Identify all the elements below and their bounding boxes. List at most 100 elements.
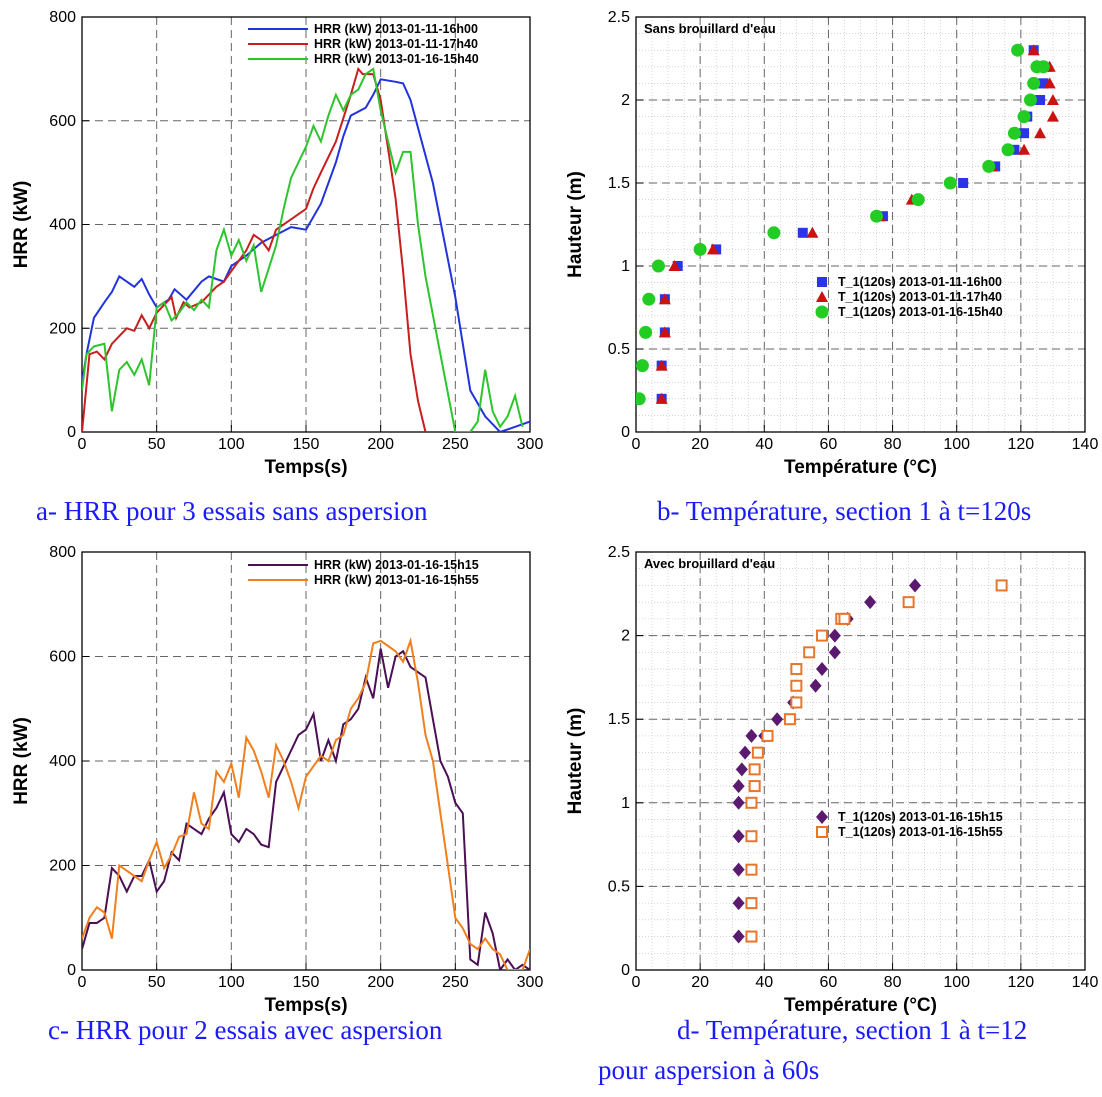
- data-point: [733, 863, 745, 877]
- data-point: [1002, 143, 1015, 156]
- legend-label: T_1(120s) 2013-01-16-15h55: [838, 825, 1003, 839]
- x-axis-title: Temps(s): [264, 995, 347, 1016]
- x-tick-label: 80: [884, 974, 902, 991]
- major-grid: [82, 17, 530, 432]
- data-point: [829, 629, 841, 643]
- chart-title: Sans brouillard d'eau: [644, 21, 776, 36]
- data-point: [806, 227, 818, 238]
- data-point: [642, 293, 655, 306]
- x-tick-label: 200: [367, 436, 394, 453]
- x-axis-title: Température (°C): [784, 457, 937, 478]
- data-point: [771, 712, 783, 726]
- y-tick-label: 1.5: [608, 711, 630, 728]
- series-line-3: [82, 69, 523, 432]
- y-tick-label: 0: [621, 962, 630, 979]
- data-point: [904, 597, 914, 607]
- y-tick-label: 0: [67, 424, 76, 441]
- data-point: [791, 664, 801, 674]
- chart-a-group: 0 50 100 150 200 250 300 0 200 400 600 800 Temps(s) H…: [11, 9, 543, 478]
- x-tick-label: 120: [1008, 436, 1035, 453]
- data-point: [870, 210, 883, 223]
- x-tick-label: 80: [884, 436, 902, 453]
- y-tick-label: 600: [49, 649, 76, 666]
- y-tick-label: 400: [49, 217, 76, 234]
- caption-d-line2: pour aspersion à 60s: [598, 1055, 819, 1086]
- x-tick-label: 100: [218, 974, 245, 991]
- y-tick-label: 0: [67, 962, 76, 979]
- y-tick-label: 1: [621, 258, 630, 275]
- data-point: [733, 779, 745, 793]
- legend-label: T_1(120s) 2013-01-16-15h15: [838, 810, 1003, 824]
- legend-marker: [816, 810, 828, 824]
- data-point: [753, 748, 763, 758]
- x-tick-label: 50: [148, 974, 166, 991]
- y-tick-label: 2: [621, 628, 630, 645]
- data-point: [864, 595, 876, 609]
- legend-label: HRR (kW) 2013-01-16-15h15: [314, 558, 479, 572]
- data-point: [791, 681, 801, 691]
- caption-a: a- HRR pour 3 essais sans aspersion: [36, 496, 427, 527]
- data-point: [762, 731, 772, 741]
- data-point: [750, 764, 760, 774]
- caption-d-line1: d- Température, section 1 à t=12: [677, 1015, 1027, 1046]
- x-axis-title: Temps(s): [264, 457, 347, 478]
- y-tick-label: 0.5: [608, 878, 630, 895]
- y-axis-title: Hauteur (m): [565, 171, 586, 278]
- y-tick-label: 600: [49, 113, 76, 130]
- x-tick-label: 40: [755, 436, 773, 453]
- data-point: [944, 177, 957, 190]
- x-tick-label: 0: [632, 436, 641, 453]
- data-point: [1047, 111, 1059, 122]
- series-group: [633, 44, 1059, 406]
- x-tick-label: 50: [148, 436, 166, 453]
- data-point: [909, 578, 921, 592]
- data-point: [1037, 60, 1050, 73]
- data-point: [817, 631, 827, 641]
- major-grid: [636, 552, 1085, 970]
- legend-marker: [816, 291, 828, 302]
- y-tick-label: 2.5: [608, 9, 630, 26]
- data-point: [810, 679, 822, 693]
- x-tick-label: 150: [293, 436, 320, 453]
- x-tick-label: 0: [78, 436, 87, 453]
- data-point: [736, 762, 748, 776]
- chart-title: Avec brouillard d'eau: [644, 556, 775, 571]
- x-tick-label: 0: [632, 974, 641, 991]
- data-point: [912, 193, 925, 206]
- data-point: [639, 326, 652, 339]
- data-point: [733, 829, 745, 843]
- data-point: [739, 746, 751, 760]
- data-point: [733, 796, 745, 810]
- x-tick-label: 300: [517, 436, 544, 453]
- minor-grid: [636, 17, 1085, 432]
- data-point: [767, 226, 780, 239]
- y-axis-title: HRR (kW): [11, 717, 32, 805]
- data-point: [839, 614, 849, 624]
- x-tick-label: 100: [943, 436, 970, 453]
- data-point: [1027, 77, 1040, 90]
- data-point: [958, 178, 968, 188]
- legend-marker: [816, 306, 829, 319]
- data-point: [633, 392, 646, 405]
- x-tick-label: 250: [442, 436, 469, 453]
- x-tick-label: 150: [293, 974, 320, 991]
- data-point: [997, 580, 1007, 590]
- x-tick-label: 20: [691, 974, 709, 991]
- y-tick-label: 200: [49, 858, 76, 875]
- y-tick-label: 1: [621, 795, 630, 812]
- y-tick-label: 800: [49, 9, 76, 26]
- data-point: [798, 228, 808, 238]
- y-tick-label: 800: [49, 544, 76, 561]
- legend-label: T_1(120s) 2013-01-16-15h40: [838, 305, 1003, 319]
- data-point: [816, 662, 828, 676]
- data-point: [746, 831, 756, 841]
- x-tick-label: 200: [367, 974, 394, 991]
- chart-c-group: 0 50 100 150 200 250 300 0 200 400 600 800 Temps(s) H…: [11, 544, 543, 1016]
- x-tick-label: 250: [442, 974, 469, 991]
- data-point: [733, 930, 745, 944]
- legend-marker: [817, 277, 827, 287]
- data-point: [750, 781, 760, 791]
- data-point: [1008, 127, 1021, 140]
- x-tick-label: 120: [1008, 974, 1035, 991]
